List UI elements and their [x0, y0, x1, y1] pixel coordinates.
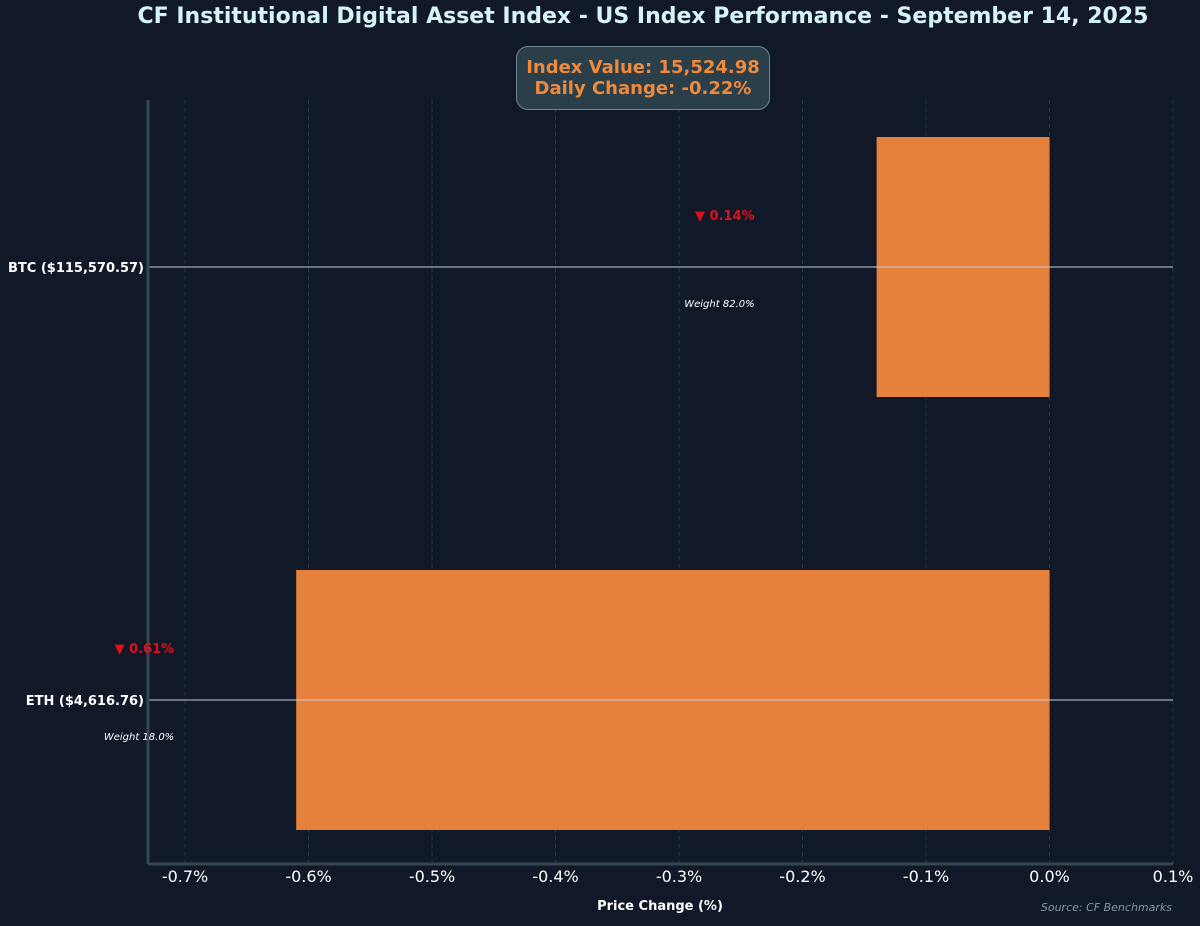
x-tick-label-3: -0.4% [532, 867, 578, 886]
change-label-0: ▼ 0.14% [695, 209, 755, 224]
x-tick-label-4: -0.3% [656, 867, 702, 886]
x-tick-label-1: -0.6% [285, 867, 331, 886]
x-tick-label-0: -0.7% [162, 867, 208, 886]
category-label-0: BTC ($115,570.57) [8, 261, 144, 276]
index-summary-box: Index Value: 15,524.98 Daily Change: -0.… [516, 46, 770, 110]
x-axis-label: Price Change (%) [597, 899, 723, 914]
index-value-text: Index Value: 15,524.98 [526, 57, 760, 78]
change-label-1: ▼ 0.61% [115, 642, 175, 657]
daily-change-text: Daily Change: -0.22% [534, 78, 752, 99]
weight-label-0: Weight 82.0% [684, 299, 754, 310]
x-tick-label-8: 0.1% [1153, 867, 1194, 886]
category-label-1: ETH ($4,616.76) [26, 694, 144, 709]
chart-title: CF Institutional Digital Asset Index - U… [137, 4, 1149, 29]
source-note: Source: CF Benchmarks [1040, 901, 1172, 914]
x-tick-label-5: -0.2% [779, 867, 825, 886]
x-tick-label-6: -0.1% [903, 867, 949, 886]
x-tick-label-7: 0.0% [1029, 867, 1070, 886]
weight-label-1: Weight 18.0% [104, 732, 174, 743]
x-tick-label-2: -0.5% [409, 867, 455, 886]
